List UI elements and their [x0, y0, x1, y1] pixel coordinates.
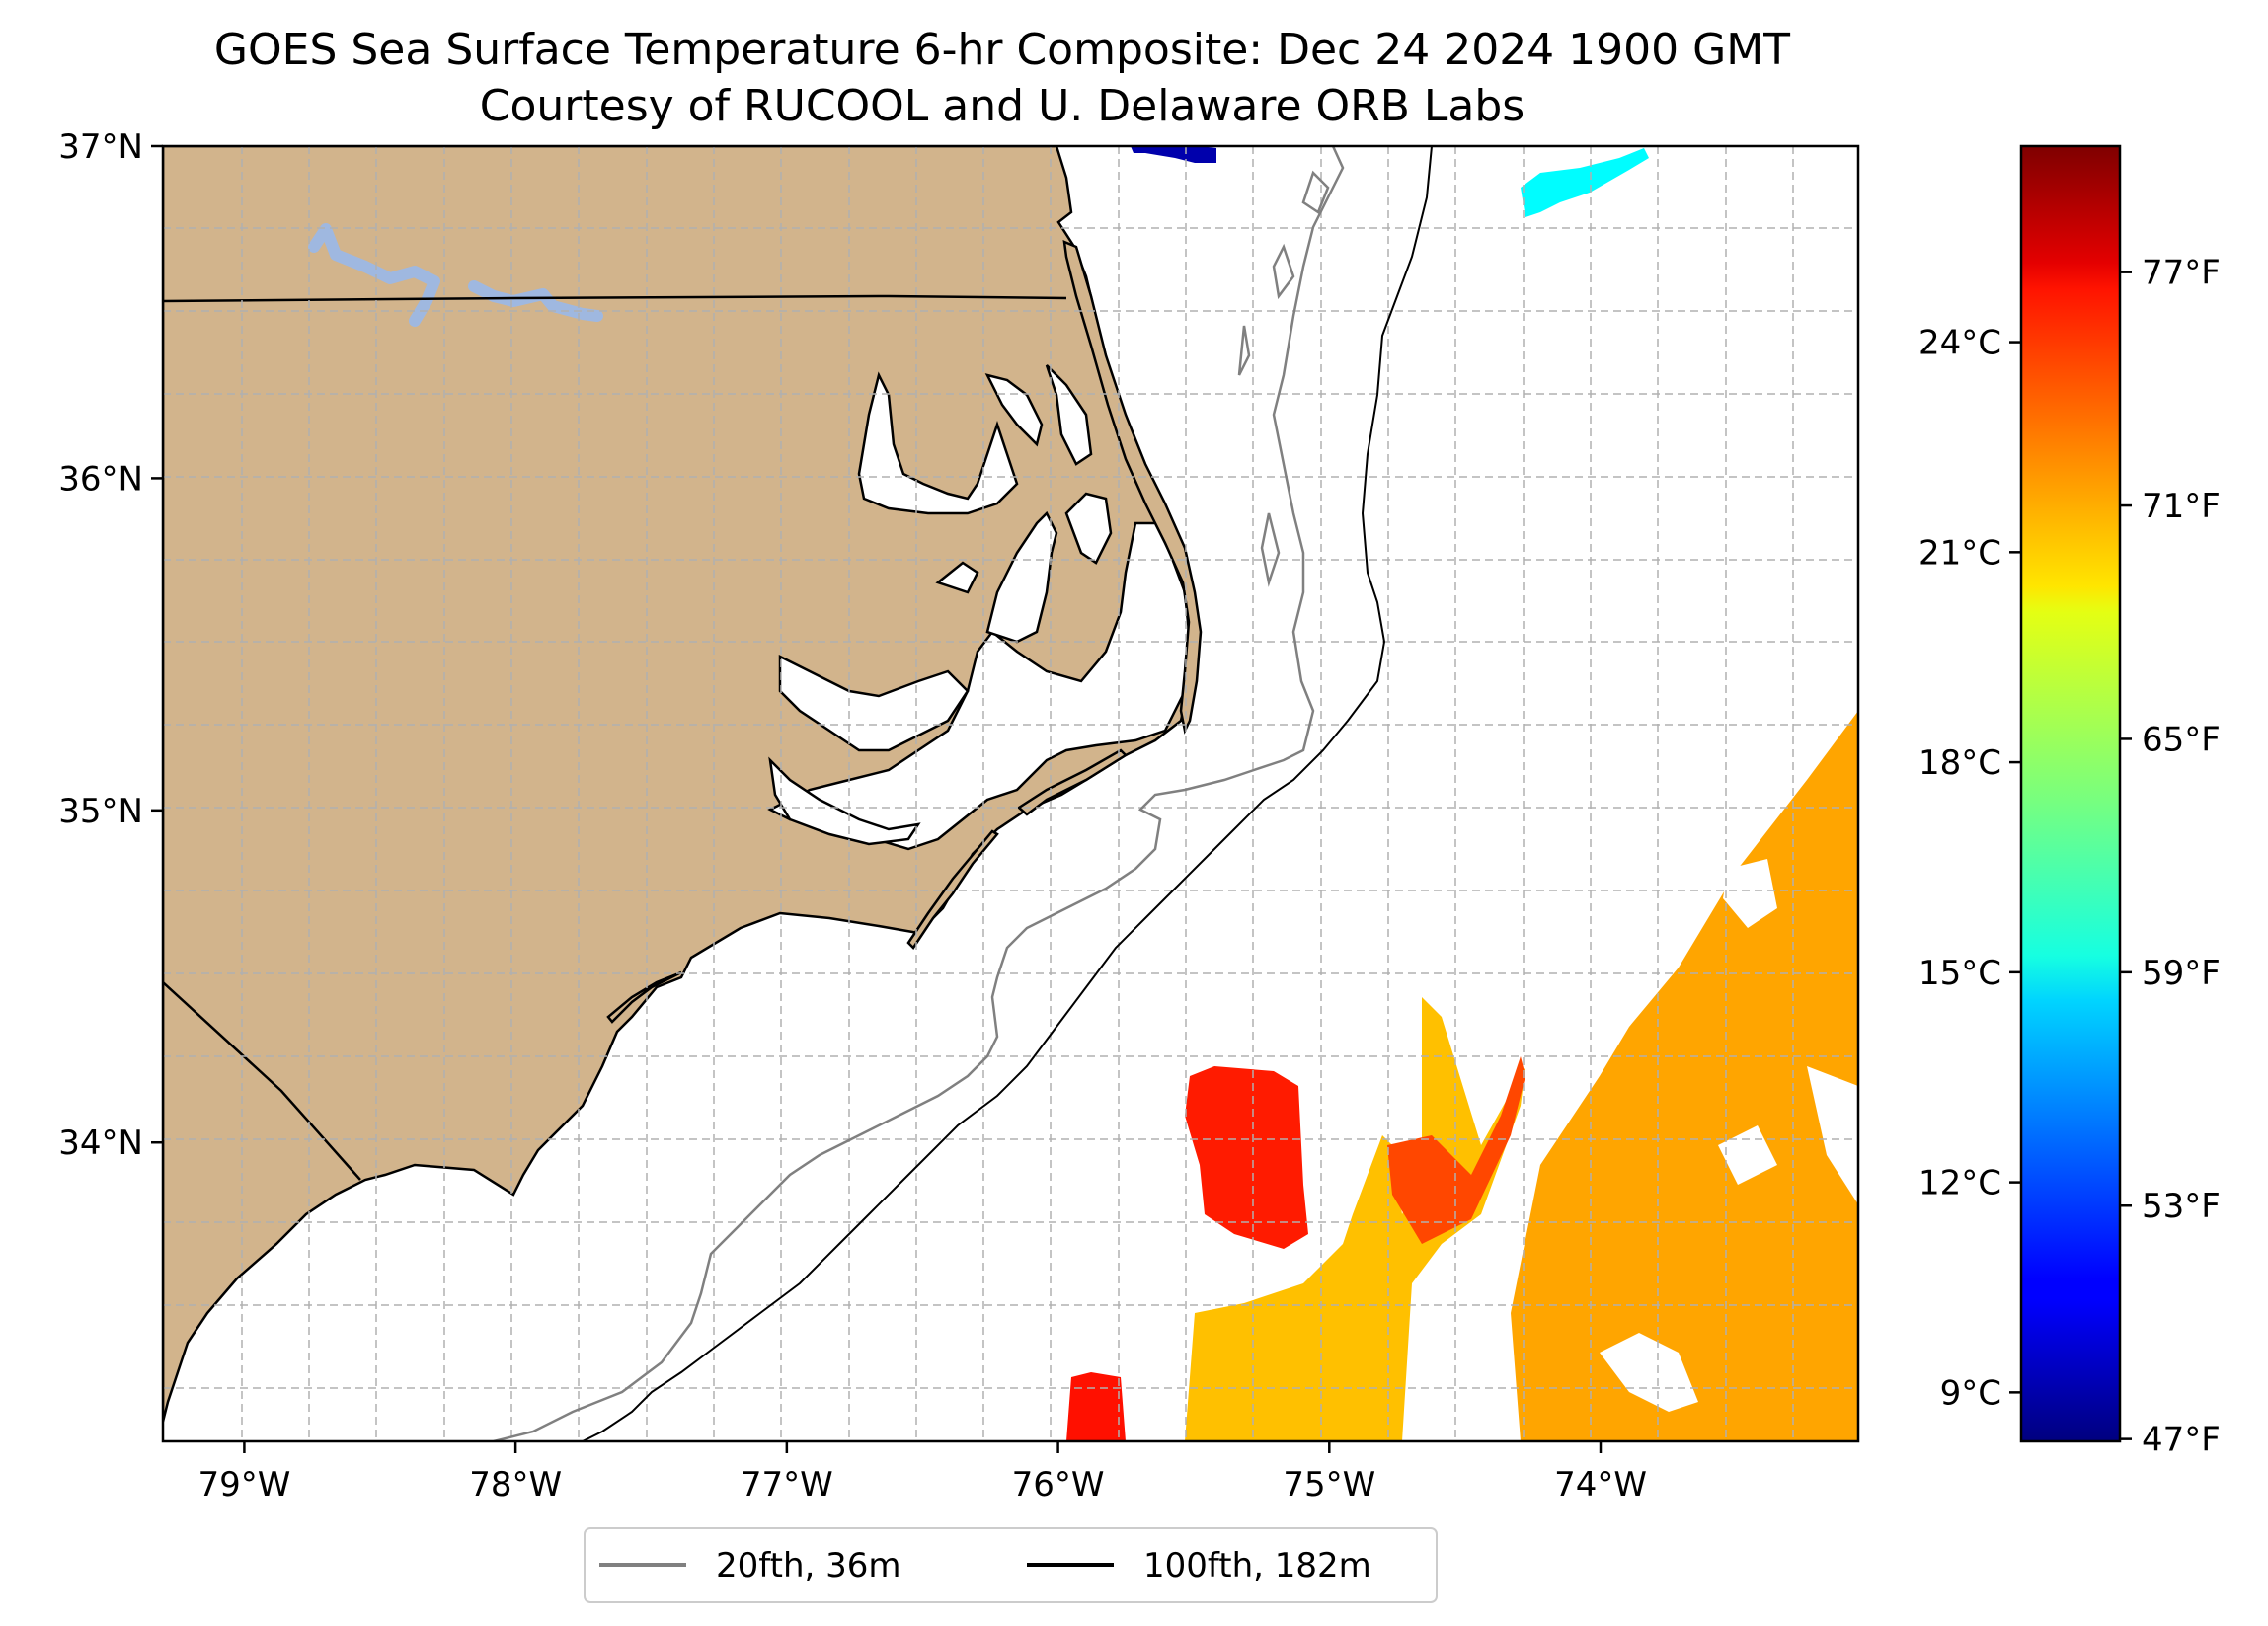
isobath-100fth-line	[582, 146, 1433, 1441]
y-tick-label: 34°N	[58, 1123, 143, 1163]
map-frame	[161, 144, 1860, 1443]
x-tick-label: 76°W	[1012, 1465, 1105, 1505]
title-line-2: Courtesy of RUCOOL and U. Delaware ORB L…	[480, 81, 1525, 131]
colorbar-fahrenheit-label: 59°F	[2142, 954, 2221, 993]
sst-patch	[1521, 148, 1649, 217]
x-tick-label: 74°W	[1554, 1465, 1647, 1505]
x-tick-label: 75°W	[1283, 1465, 1375, 1505]
sst-patch	[1066, 1372, 1126, 1441]
map-area[interactable]	[163, 146, 1858, 1441]
colorbar: 9°C 12°C 15°C 18°C 21°C 24°C 47°F 53°F 59°F 65°F…	[1918, 144, 2221, 1460]
colorbar-fahrenheit-label: 47°F	[2142, 1421, 2221, 1460]
colorbar-fahrenheit-label: 53°F	[2142, 1187, 2221, 1226]
legend: 20fth, 36m 100fth, 182m	[584, 1527, 1438, 1603]
gridlines	[163, 146, 1858, 1441]
colorbar-celsius-label: 21°C	[1918, 533, 2001, 573]
colorbar-celsius-ticks: 9°C 12°C 15°C 18°C 21°C 24°C	[1918, 324, 2021, 1413]
sounds	[767, 364, 1192, 851]
isobath-20fth-line	[493, 146, 1345, 1441]
sst-patch	[1387, 1056, 1525, 1244]
sst-patch	[1131, 146, 1216, 163]
colorbar-fahrenheit-label: 65°F	[2142, 720, 2221, 759]
x-tick-label: 78°W	[469, 1465, 562, 1505]
y-tick-label: 35°N	[58, 792, 143, 831]
colorbar-fahrenheit-ticks: 47°F 53°F 59°F 65°F 71°F 77°F	[2120, 254, 2221, 1460]
legend-label-20fth: 20fth, 36m	[716, 1546, 901, 1586]
y-tick-label: 36°N	[58, 459, 143, 499]
colorbar-gradient	[2019, 144, 2122, 1443]
colorbar-celsius-label: 12°C	[1918, 1164, 2001, 1203]
sst-patch	[1185, 997, 1525, 1441]
x-axis: 79°W 78°W 77°W 76°W 75°W 74°W	[197, 1441, 1647, 1505]
legend-box	[584, 1527, 1438, 1603]
sst-patch	[1185, 1066, 1308, 1249]
state-borders	[163, 294, 1067, 1181]
colorbar-fahrenheit-label: 71°F	[2142, 487, 2221, 526]
x-tick-label: 79°W	[197, 1465, 290, 1505]
legend-label-100fth: 100fth, 182m	[1143, 1546, 1371, 1586]
x-tick-label: 77°W	[741, 1465, 833, 1505]
colorbar-celsius-label: 15°C	[1918, 954, 2001, 993]
colorbar-fahrenheit-label: 77°F	[2142, 254, 2221, 293]
colorbar-celsius-label: 9°C	[1940, 1373, 2001, 1413]
colorbar-celsius-label: 18°C	[1918, 743, 2001, 783]
colorbar-celsius-label: 24°C	[1918, 324, 2001, 363]
barrier-islands	[606, 240, 1203, 1024]
sst-nodata-gaps	[1600, 859, 1858, 1412]
y-tick-label: 37°N	[58, 127, 143, 167]
title-line-1: GOES Sea Surface Temperature 6-hr Compos…	[214, 25, 1790, 75]
isobath-20fth-islands	[1237, 170, 1330, 587]
lakes	[308, 223, 603, 327]
y-axis: 37°N 36°N 35°N 34°N	[58, 127, 163, 1163]
